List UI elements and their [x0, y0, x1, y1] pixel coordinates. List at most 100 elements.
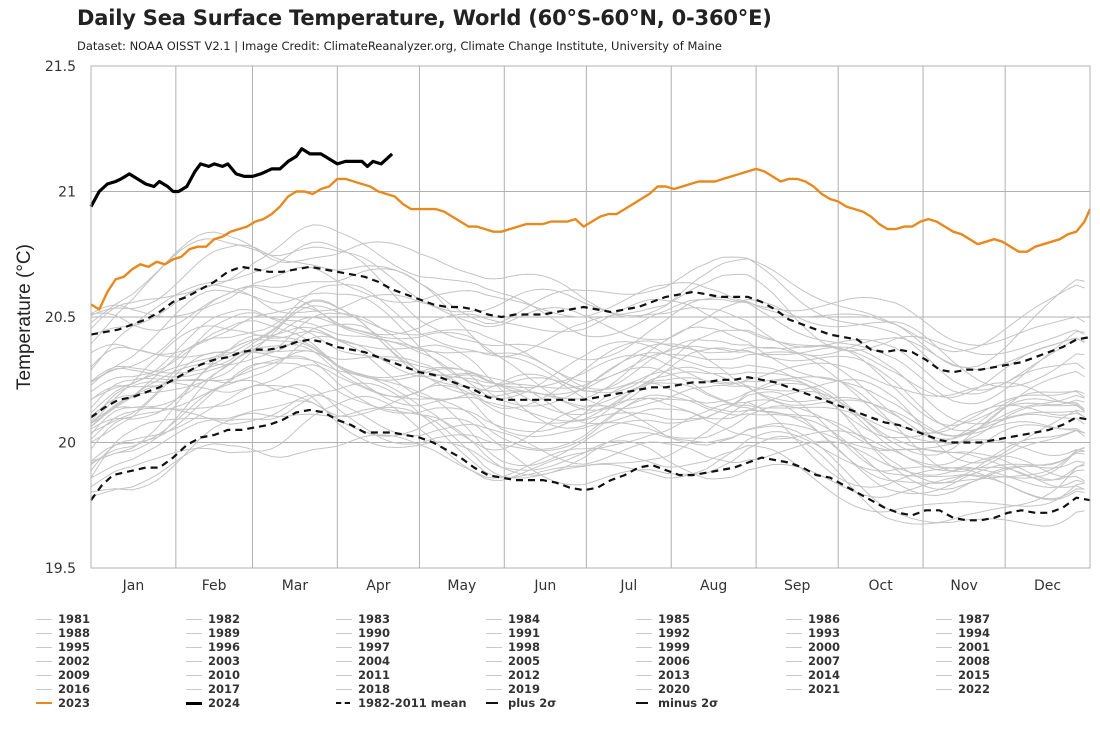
legend-item-plus-2-[interactable]: plus 2σ — [486, 696, 636, 710]
legend-item-2010[interactable]: 2010 — [186, 668, 336, 682]
legend-item-1985[interactable]: 1985 — [636, 612, 786, 626]
series-line-2021 — [90, 268, 1085, 358]
legend-item-1986[interactable]: 1986 — [786, 612, 936, 626]
legend-swatch-icon — [336, 646, 352, 648]
legend-item-minus-2-[interactable]: minus 2σ — [636, 696, 786, 710]
legend-item-1992[interactable]: 1992 — [636, 626, 786, 640]
legend-label: 2018 — [358, 682, 391, 696]
legend-item-2003[interactable]: 2003 — [186, 654, 336, 668]
legend-item-2002[interactable]: 2002 — [36, 654, 186, 668]
legend-item-1984[interactable]: 1984 — [486, 612, 636, 626]
legend-label: 1996 — [208, 640, 241, 654]
legend-label: 2009 — [58, 668, 91, 682]
legend-label: 1998 — [508, 640, 541, 654]
legend-item-2017[interactable]: 2017 — [186, 682, 336, 696]
legend-label: 2000 — [808, 640, 841, 654]
legend-item-2021[interactable]: 2021 — [786, 682, 936, 696]
legend-label: 2021 — [808, 682, 841, 696]
legend-swatch-icon — [186, 646, 202, 648]
legend-label: 2008 — [958, 654, 991, 668]
legend-swatch-icon — [336, 632, 352, 634]
legend-item-2009[interactable]: 2009 — [36, 668, 186, 682]
legend-item-2007[interactable]: 2007 — [786, 654, 936, 668]
legend-item-1998[interactable]: 1998 — [486, 640, 636, 654]
y-axis-label: Temperature (°C) — [14, 244, 35, 390]
legend-label: 1988 — [58, 626, 91, 640]
legend-item-1995[interactable]: 1995 — [36, 640, 186, 654]
legend-item-1988[interactable]: 1988 — [36, 626, 186, 640]
legend-item-2012[interactable]: 2012 — [486, 668, 636, 682]
series-line-1981 — [90, 400, 1085, 525]
legend-item-1994[interactable]: 1994 — [936, 626, 1086, 640]
legend-item-2004[interactable]: 2004 — [336, 654, 486, 668]
legend-item-2016[interactable]: 2016 — [36, 682, 186, 696]
series-line-1984 — [90, 406, 1085, 501]
legend-swatch-icon — [486, 618, 502, 620]
y-tick-label: 19.5 — [45, 561, 76, 577]
legend-item-2014[interactable]: 2014 — [786, 668, 936, 682]
x-tick-label: Jun — [533, 578, 556, 594]
legend-swatch-icon — [36, 618, 52, 620]
legend-label: plus 2σ — [508, 696, 557, 710]
legend-item-2013[interactable]: 2013 — [636, 668, 786, 682]
legend-item-2024[interactable]: 2024 — [186, 696, 336, 710]
legend-item-2001[interactable]: 2001 — [936, 640, 1086, 654]
x-tick-label: Feb — [202, 578, 227, 594]
legend-swatch-icon — [636, 702, 648, 704]
series-line-2006 — [90, 299, 1085, 437]
legend-item-1982[interactable]: 1982 — [186, 612, 336, 626]
series-line-1989 — [90, 362, 1085, 527]
legend-item-1982-2011-mean[interactable]: 1982-2011 mean — [336, 696, 486, 710]
legend-label: 2004 — [358, 654, 391, 668]
chart-title: Daily Sea Surface Temperature, World (60… — [77, 6, 772, 30]
series-line-1982 — [90, 384, 1085, 500]
legend-item-2018[interactable]: 2018 — [336, 682, 486, 696]
legend-item-2008[interactable]: 2008 — [936, 654, 1086, 668]
legend-swatch-icon — [636, 688, 652, 690]
legend-item-1987[interactable]: 1987 — [936, 612, 1086, 626]
legend-swatch-icon — [786, 618, 802, 620]
legend-swatch-icon — [936, 618, 952, 620]
legend-label: 2011 — [358, 668, 391, 682]
legend-label: 2022 — [958, 682, 991, 696]
legend-swatch-icon — [36, 674, 52, 676]
legend-item-2015[interactable]: 2015 — [936, 668, 1086, 682]
legend-swatch-icon — [786, 660, 802, 662]
legend-item-1997[interactable]: 1997 — [336, 640, 486, 654]
legend-item-2019[interactable]: 2019 — [486, 682, 636, 696]
legend-item-1983[interactable]: 1983 — [336, 612, 486, 626]
legend-label: 2014 — [808, 668, 841, 682]
legend-grid: 1981 1982 1983 1984 1985 1986 1987 1988 1989 1990… — [36, 612, 1096, 710]
legend-item-2011[interactable]: 2011 — [336, 668, 486, 682]
legend-swatch-icon — [936, 674, 952, 676]
legend-item-2000[interactable]: 2000 — [786, 640, 936, 654]
series-line-2016 — [90, 231, 1085, 368]
series-line-1997 — [90, 312, 1085, 438]
series-line-1996 — [90, 379, 1085, 490]
legend-swatch-icon — [186, 688, 202, 690]
legend-item-1989[interactable]: 1989 — [186, 626, 336, 640]
legend-swatch-icon — [186, 701, 202, 705]
legend-item-1996[interactable]: 1996 — [186, 640, 336, 654]
series-line-1994 — [90, 384, 1085, 497]
series-line-2022 — [90, 284, 1085, 388]
legend-swatch-icon — [636, 632, 652, 634]
legend-label: minus 2σ — [658, 696, 719, 710]
x-tick-label: Jul — [619, 578, 637, 594]
legend-item-2023[interactable]: 2023 — [36, 696, 186, 710]
highlight-series — [89, 147, 1092, 522]
legend-item-2022[interactable]: 2022 — [936, 682, 1086, 696]
legend-label: 2016 — [58, 682, 91, 696]
series-line-2023 — [90, 167, 1092, 311]
legend-item-1990[interactable]: 1990 — [336, 626, 486, 640]
legend-label: 2003 — [208, 654, 241, 668]
legend-item-2020[interactable]: 2020 — [636, 682, 786, 696]
legend-swatch-icon — [486, 632, 502, 634]
legend-item-2006[interactable]: 2006 — [636, 654, 786, 668]
legend-item-1993[interactable]: 1993 — [786, 626, 936, 640]
series-line-2008 — [90, 339, 1085, 443]
legend-item-2005[interactable]: 2005 — [486, 654, 636, 668]
legend-item-1999[interactable]: 1999 — [636, 640, 786, 654]
legend-item-1991[interactable]: 1991 — [486, 626, 636, 640]
legend-item-1981[interactable]: 1981 — [36, 612, 186, 626]
